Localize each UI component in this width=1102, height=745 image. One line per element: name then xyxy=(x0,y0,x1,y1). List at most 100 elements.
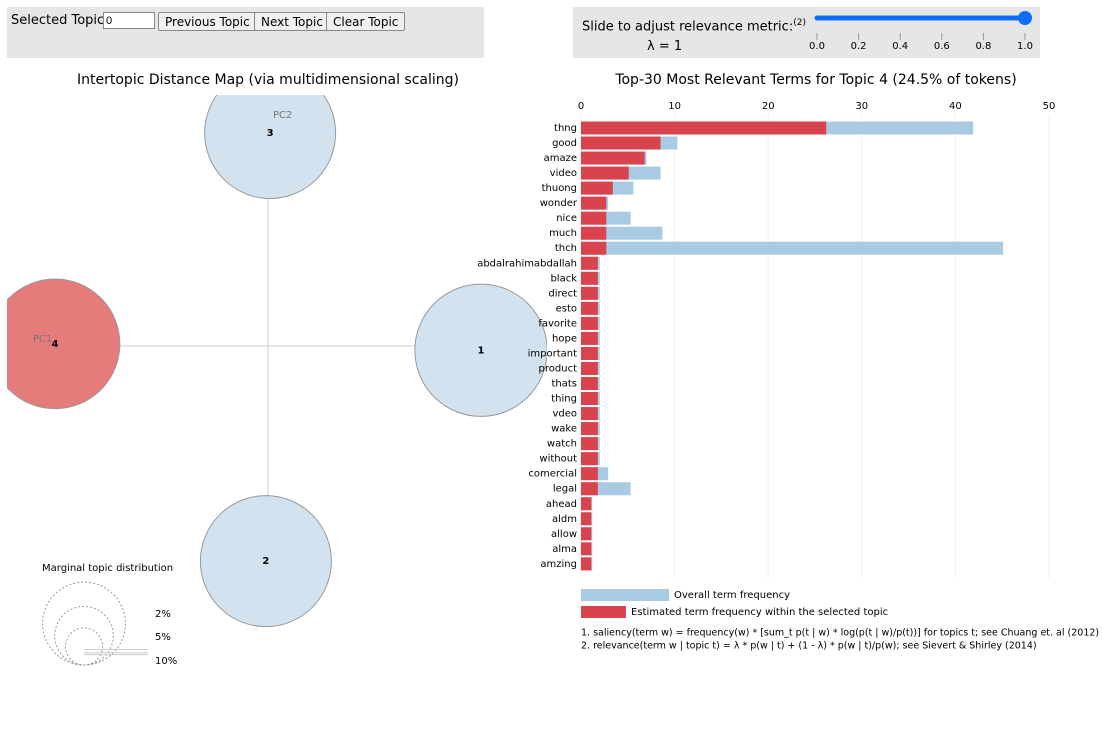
legend-size-label: 5% xyxy=(155,632,171,643)
legend-label: Estimated term frequency within the sele… xyxy=(631,607,888,618)
bar xyxy=(581,151,645,165)
bar xyxy=(581,527,592,541)
term-label: video xyxy=(550,168,577,179)
x-tick-label: 0 xyxy=(578,101,584,112)
term-label: nice xyxy=(556,213,577,224)
term-label: direct xyxy=(548,288,577,299)
term-label: wonder xyxy=(540,198,578,209)
x-tick-label: 30 xyxy=(855,101,868,112)
slider-label-text: Slide to adjust relevance metric: xyxy=(582,19,794,35)
selected-topic-label: Selected Topic: xyxy=(11,13,109,28)
x-tick-label: 50 xyxy=(1043,101,1056,112)
bar xyxy=(581,346,600,360)
topic-circle xyxy=(199,495,332,628)
term-label: hope xyxy=(552,333,577,344)
term-label: amzing xyxy=(540,559,577,570)
bar xyxy=(581,557,593,571)
previous-button[interactable]: Previous Topic xyxy=(158,12,257,31)
bar xyxy=(581,437,598,451)
term-label: product xyxy=(539,363,578,374)
bar xyxy=(581,196,609,210)
bar xyxy=(581,181,634,195)
bar xyxy=(581,407,598,421)
term-label: esto xyxy=(556,303,577,314)
term-label: without xyxy=(539,454,577,465)
term-label: comercial xyxy=(528,469,577,480)
legend-title: Marginal topic distribution xyxy=(42,563,173,574)
bar xyxy=(581,467,609,481)
bar xyxy=(581,121,827,135)
bar xyxy=(581,331,600,345)
legend-swatch xyxy=(581,589,669,601)
term-label: thuong xyxy=(542,183,577,194)
bar xyxy=(581,241,607,255)
bar xyxy=(581,482,598,496)
term-label: watch xyxy=(547,439,577,450)
bar xyxy=(581,286,600,300)
bar xyxy=(581,452,598,466)
next-button[interactable]: Next Topic xyxy=(254,12,330,31)
bar xyxy=(581,361,600,375)
bar xyxy=(581,151,647,165)
term-label: amaze xyxy=(544,153,577,164)
bar xyxy=(581,271,598,285)
term-label: thing xyxy=(551,394,577,405)
bar xyxy=(581,331,598,345)
bar xyxy=(581,256,598,270)
x-tick-label: 20 xyxy=(762,101,775,112)
bar xyxy=(581,422,600,436)
map-title: Intertopic Distance Map (via multidimens… xyxy=(77,72,459,88)
bar xyxy=(581,482,631,496)
bar xyxy=(581,136,678,150)
topic-label: 3 xyxy=(267,128,274,139)
bar xyxy=(581,226,607,240)
bar xyxy=(581,422,598,436)
legend-size-label: 10% xyxy=(155,656,177,667)
bar xyxy=(581,527,593,541)
x-tick-label: 10 xyxy=(668,101,681,112)
term-label: abdalrahimabdallah xyxy=(477,258,577,269)
term-label: vdeo xyxy=(552,409,577,420)
bar xyxy=(581,121,974,135)
term-label: wake xyxy=(551,424,577,435)
slider-note: (2) xyxy=(793,18,806,28)
legend-label: Overall term frequency xyxy=(674,590,790,601)
term-label: aldm xyxy=(552,514,577,525)
legend-circle xyxy=(64,627,104,666)
bar xyxy=(581,196,607,210)
clear-button[interactable]: Clear Topic xyxy=(326,12,406,31)
topic-label: 4 xyxy=(52,339,59,350)
topic-circle xyxy=(204,95,337,199)
bar xyxy=(581,407,600,421)
bar xyxy=(581,316,598,330)
term-label: ahead xyxy=(546,499,577,510)
topic-label: 2 xyxy=(262,556,269,567)
legend-swatch xyxy=(581,606,626,618)
bar-chart: 0 10 20 30 40 50 thng good amaze video thuong wonde… xyxy=(477,101,1099,652)
slider-label: Slide to adjust relevance metric:(2) xyxy=(582,18,806,34)
bar xyxy=(581,497,593,511)
topic-input[interactable] xyxy=(103,12,155,29)
term-label: allow xyxy=(551,529,577,540)
bar xyxy=(581,166,629,180)
bar xyxy=(581,452,600,466)
term-label: important xyxy=(528,348,577,359)
bar xyxy=(581,166,661,180)
bar xyxy=(581,542,593,556)
bar xyxy=(581,316,600,330)
bar xyxy=(581,361,598,375)
bar xyxy=(581,181,613,195)
footnote: 2. relevance(term w | topic t) = λ * p(w… xyxy=(581,641,1037,652)
bar xyxy=(581,467,598,481)
pc1-label: PC1 xyxy=(33,334,52,345)
bar xyxy=(581,211,631,225)
pc2-label: PC2 xyxy=(273,110,292,121)
bar xyxy=(581,301,600,315)
bar xyxy=(581,346,598,360)
x-tick-label: 40 xyxy=(949,101,962,112)
bar xyxy=(581,377,600,391)
term-label: thch xyxy=(555,243,577,254)
